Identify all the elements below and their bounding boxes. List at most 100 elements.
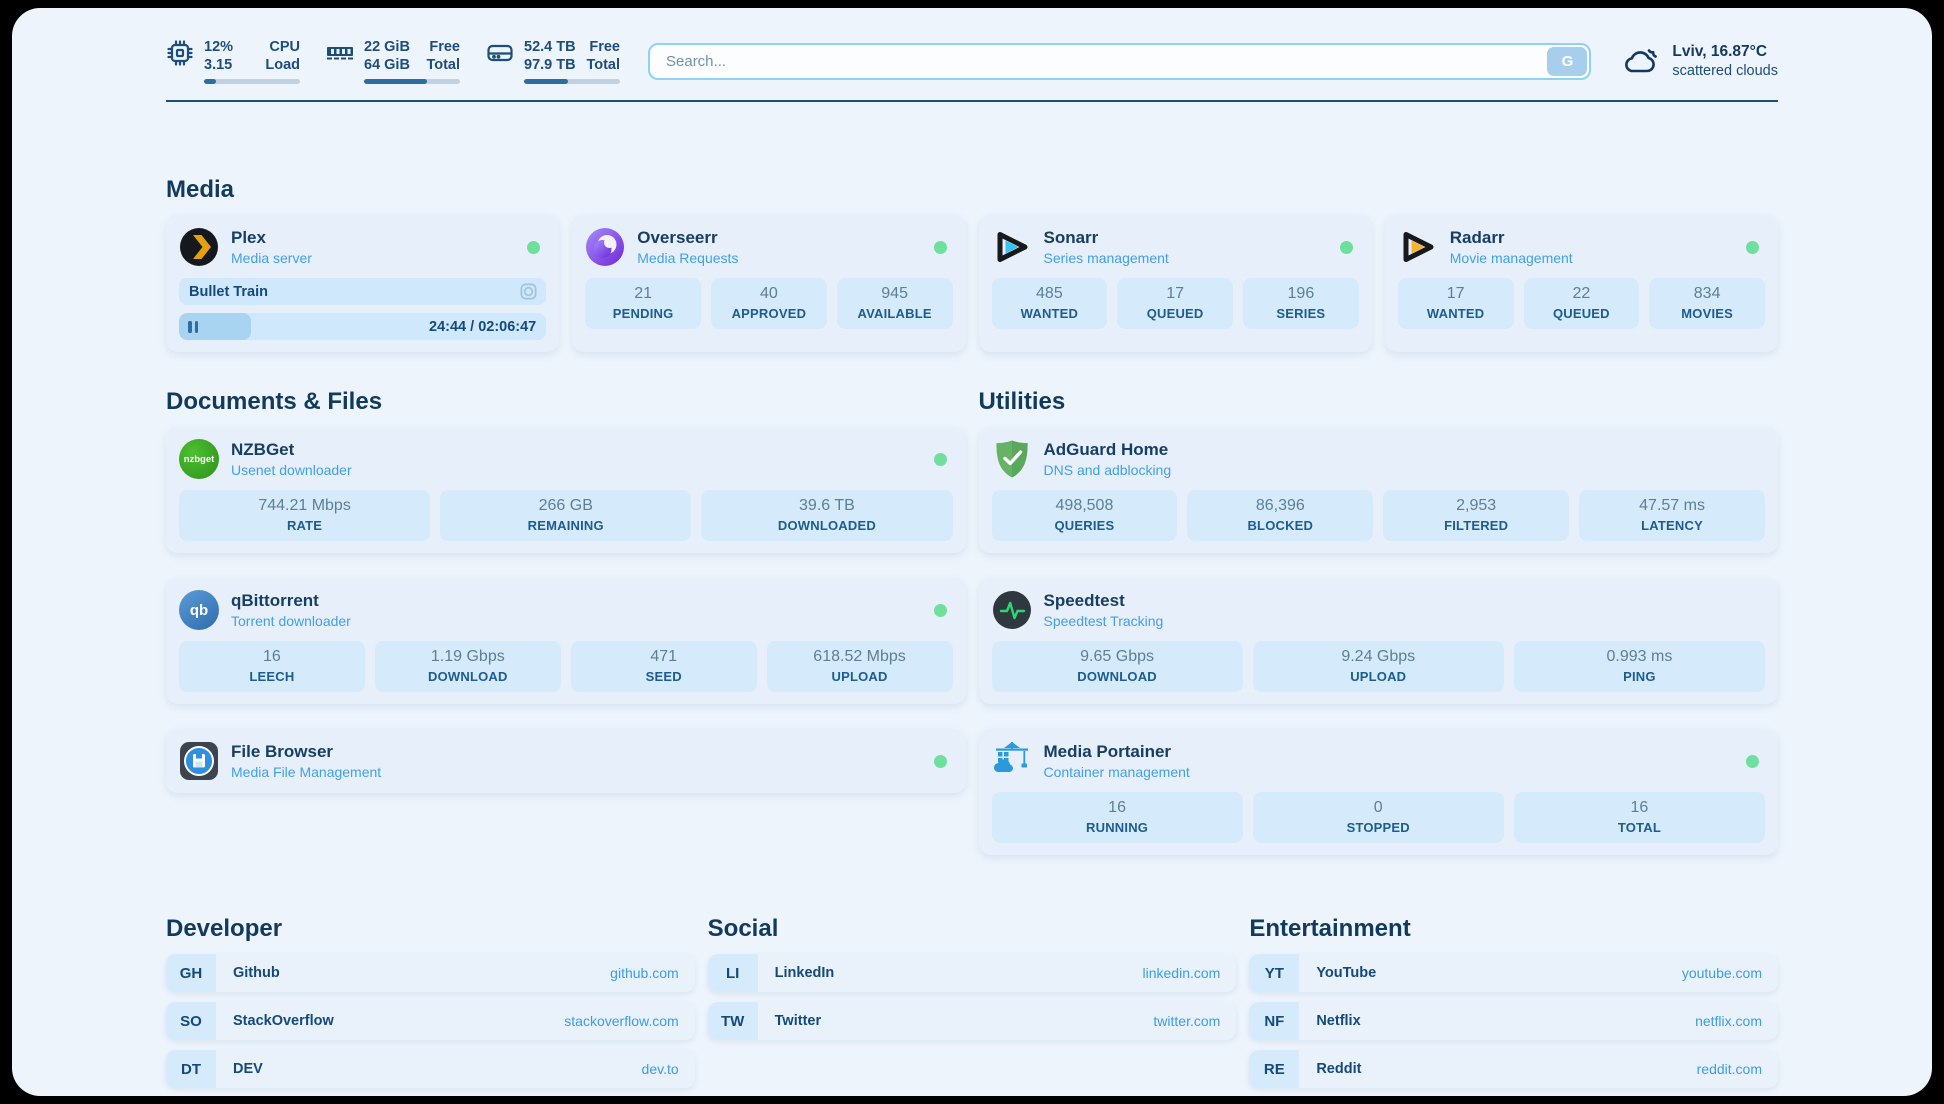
status-online-dot	[933, 452, 947, 466]
stat-total: 16 TOTAL	[1513, 792, 1765, 843]
search-input[interactable]	[648, 42, 1592, 80]
bookmark-abbr: RE	[1249, 1050, 1300, 1088]
bookmark-url[interactable]: stackoverflow.com	[564, 1013, 679, 1029]
bookmark-url[interactable]: github.com	[610, 965, 679, 981]
cpu-progress-bar	[204, 79, 300, 84]
app-subtitle: Movie management	[1449, 250, 1573, 266]
bookmark-name: Twitter	[774, 1013, 822, 1029]
app-subtitle: Torrent downloader	[231, 613, 351, 629]
bookmark-url[interactable]: netflix.com	[1695, 1013, 1762, 1029]
app-name: Speedtest	[1043, 591, 1125, 610]
section-social: Social LI LinkedIn linkedin.com TW Twitt…	[707, 915, 1237, 1050]
section-documents: Documents & Files nzbget NZBGet Usenet d…	[166, 388, 966, 793]
weather-condition: scattered clouds	[1672, 63, 1778, 79]
bookmark-dev[interactable]: DT DEV dev.to	[166, 1050, 695, 1088]
header-divider	[166, 100, 1778, 102]
stat-pending: 21 PENDING	[585, 278, 701, 329]
bookmark-reddit[interactable]: RE Reddit reddit.com	[1249, 1050, 1778, 1088]
cpu-label: CPU	[269, 39, 300, 55]
app-subtitle: Series management	[1043, 250, 1169, 266]
card-qbittorrent[interactable]: qb qBittorrent Torrent downloader 16 LEE…	[166, 578, 966, 704]
cpu-icon	[167, 40, 193, 66]
card-radarr[interactable]: Radarr Movie management 17 WANTED 22 QUE…	[1384, 215, 1778, 352]
status-online-dot	[527, 240, 541, 254]
dashboard-panel: 12% CPU 3.15 Load 22 GiB Free 64 GiB Total	[12, 8, 1932, 1096]
stat-movies: 834 MOVIES	[1649, 278, 1765, 329]
bookmark-url[interactable]: youtube.com	[1681, 965, 1762, 981]
cpu-progress-fill	[204, 79, 216, 84]
app-name: Sonarr	[1043, 228, 1099, 247]
cpu-usage-value: 12%	[204, 39, 234, 55]
portainer-logo-icon	[993, 742, 1028, 772]
stat-latency: 47.57 ms LATENCY	[1579, 490, 1765, 541]
card-portainer[interactable]: Media Portainer Container management 16 …	[978, 729, 1778, 855]
stat-upload: 618.52 Mbps UPLOAD	[766, 641, 953, 692]
stat-upload: 9.24 Gbps UPLOAD	[1252, 641, 1504, 692]
stat-ping: 0.993 ms PING	[1513, 641, 1765, 692]
nzbget-logo-icon: nzbget	[179, 439, 219, 479]
bookmark-url[interactable]: linkedin.com	[1142, 965, 1221, 981]
bookmark-abbr: LI	[707, 954, 758, 992]
video-session-icon[interactable]	[519, 282, 538, 301]
section-title-media: Media	[166, 176, 235, 203]
bookmark-abbr: NF	[1249, 1002, 1300, 1040]
card-overseerr[interactable]: Overseerr Media Requests 21 PENDING 40 A…	[572, 215, 966, 352]
bookmark-abbr: GH	[166, 954, 216, 992]
bookmark-linkedin[interactable]: LI LinkedIn linkedin.com	[707, 954, 1237, 992]
stat-download: 1.19 Gbps DOWNLOAD	[374, 641, 561, 692]
status-online-dot	[1746, 240, 1759, 254]
search-bar: G	[648, 42, 1592, 80]
memory-progress-bar	[364, 79, 460, 84]
playback-progress-bar: 24:44 / 02:06:47	[179, 313, 547, 340]
disk-free-value: 52.4 TB	[524, 39, 576, 55]
bookmark-name: YouTube	[1316, 965, 1377, 981]
filebrowser-logo-icon	[180, 742, 218, 780]
bookmark-name: Github	[233, 965, 280, 981]
section-entertainment: Entertainment YT YouTube youtube.com NF …	[1249, 915, 1778, 1098]
stat-stopped: 0 STOPPED	[1252, 792, 1504, 843]
app-subtitle: Container management	[1043, 764, 1190, 780]
bookmark-stackoverflow[interactable]: SO StackOverflow stackoverflow.com	[166, 1002, 695, 1040]
pause-icon[interactable]	[194, 320, 198, 333]
cpu-load-label: Load	[265, 57, 300, 73]
bookmark-name: DEV	[233, 1061, 263, 1077]
pause-icon[interactable]	[188, 320, 192, 333]
bookmark-url[interactable]: twitter.com	[1153, 1013, 1221, 1029]
speedtest-logo-icon	[992, 591, 1031, 629]
card-filebrowser[interactable]: File Browser Media File Management	[166, 729, 966, 793]
bookmark-url[interactable]: dev.to	[641, 1061, 679, 1077]
playback-time: 24:44 / 02:06:47	[429, 318, 537, 335]
qbittorrent-logo-icon: qb	[179, 590, 219, 630]
card-sonarr[interactable]: Sonarr Series management 485 WANTED 17 Q…	[978, 215, 1372, 352]
status-online-dot	[1746, 754, 1759, 768]
stat-rate: 744.21 Mbps RATE	[179, 490, 431, 541]
stat-queued: 17 QUEUED	[1117, 278, 1233, 329]
bookmark-abbr: TW	[707, 1002, 758, 1040]
memory-total-value: 64 GiB	[364, 57, 410, 73]
status-online-dot	[933, 603, 947, 617]
bookmark-github[interactable]: GH Github github.com	[166, 954, 695, 992]
bookmark-youtube[interactable]: YT YouTube youtube.com	[1249, 954, 1778, 992]
bookmark-abbr: DT	[166, 1050, 216, 1088]
app-name: Overseerr	[637, 228, 718, 247]
stat-running: 16 RUNNING	[991, 792, 1243, 843]
app-name: File Browser	[231, 742, 334, 761]
card-nzbget[interactable]: nzbget NZBGet Usenet downloader 744.21 M…	[166, 427, 966, 553]
section-title-documents: Documents & Files	[166, 388, 383, 415]
search-engine-button[interactable]: G	[1547, 46, 1588, 76]
status-online-dot	[933, 240, 947, 254]
card-adguard[interactable]: AdGuard Home DNS and adblocking 498,508 …	[978, 427, 1778, 553]
cpu-load-value: 3.15	[204, 57, 233, 73]
memory-stat-group: 22 GiB Free 64 GiB Total	[326, 38, 460, 84]
bookmark-netflix[interactable]: NF Netflix netflix.com	[1249, 1002, 1778, 1040]
memory-icon	[327, 47, 353, 60]
bookmark-twitter[interactable]: TW Twitter twitter.com	[707, 1002, 1237, 1040]
card-speedtest[interactable]: Speedtest Speedtest Tracking 9.65 Gbps D…	[978, 578, 1778, 704]
card-plex[interactable]: Plex Media server Bullet Train	[166, 215, 560, 352]
stat-queued: 22 QUEUED	[1523, 278, 1640, 329]
app-name: qBittorrent	[231, 591, 319, 610]
sonarr-logo-icon	[997, 232, 1027, 262]
bookmark-url[interactable]: reddit.com	[1696, 1061, 1762, 1077]
bookmark-name: Netflix	[1316, 1013, 1361, 1029]
section-utilities: Utilities AdGuard Home DNS	[978, 388, 1778, 855]
